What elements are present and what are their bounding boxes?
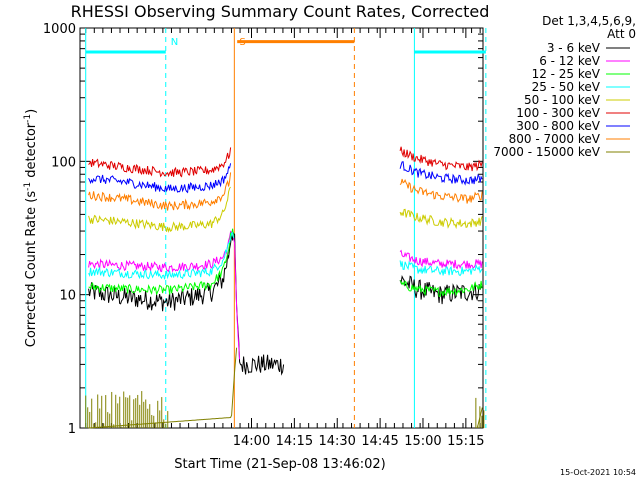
series-line bbox=[399, 208, 483, 230]
series-line bbox=[399, 260, 483, 277]
plot-frame bbox=[79, 27, 484, 429]
x-tick-label: 15:00 bbox=[404, 434, 441, 449]
series-line bbox=[88, 186, 231, 233]
series-line bbox=[88, 231, 235, 280]
marker-label: N bbox=[171, 37, 178, 48]
legend-label: 800 - 7000 keV bbox=[509, 132, 601, 146]
x-tick-label: 14:30 bbox=[318, 434, 355, 449]
legend-label: 25 - 50 keV bbox=[532, 80, 601, 94]
x-tick-label: 14:00 bbox=[233, 434, 270, 449]
series-line bbox=[399, 161, 483, 186]
series-line bbox=[88, 163, 232, 194]
y-axis-label: Corrected Count Rate (s-1 detector-1) bbox=[23, 109, 39, 347]
series-line bbox=[399, 280, 483, 298]
legend-label: 12 - 25 keV bbox=[532, 67, 601, 81]
legend-header: Att 0 bbox=[607, 27, 636, 41]
series-line bbox=[399, 249, 483, 270]
x-axis-label: Start Time (21-Sep-08 13:46:02) bbox=[174, 457, 385, 472]
y-tick-label: 10 bbox=[59, 289, 76, 304]
plot-area: 1 10 100 1000 14:00 14:15 14:30 14:45 15:00 15:15… bbox=[43, 22, 487, 449]
series-line bbox=[88, 147, 232, 178]
y-tick-label: 1000 bbox=[43, 22, 76, 37]
chart-title: RHESSI Observing Summary Count Rates, Co… bbox=[71, 2, 490, 21]
y-tick-label: 100 bbox=[51, 155, 76, 170]
series-line bbox=[88, 347, 238, 429]
legend-label: 100 - 300 keV bbox=[516, 106, 600, 120]
legend-label: 6 - 12 keV bbox=[539, 54, 601, 68]
x-tick-label: 14:45 bbox=[361, 434, 398, 449]
x-tick-label: 15:15 bbox=[447, 434, 484, 449]
legend-label: 3 - 6 keV bbox=[547, 41, 601, 55]
legend-label: 50 - 100 keV bbox=[524, 93, 601, 107]
series-line bbox=[88, 230, 241, 360]
legend-label: 300 - 800 keV bbox=[516, 119, 600, 133]
series-line bbox=[88, 232, 285, 376]
timestamp: 15-Oct-2021 10:54 bbox=[560, 468, 636, 477]
series-line bbox=[399, 274, 483, 305]
series-line bbox=[399, 178, 483, 204]
legend-label: 7000 - 15000 keV bbox=[493, 145, 600, 159]
x-tick-label: 14:15 bbox=[276, 434, 313, 449]
series-line bbox=[399, 146, 483, 172]
legend-header: Det 1,3,4,5,6,9, bbox=[542, 14, 636, 28]
y-tick-label: 1 bbox=[68, 422, 76, 437]
series-line bbox=[88, 228, 235, 295]
series-line bbox=[88, 172, 232, 211]
